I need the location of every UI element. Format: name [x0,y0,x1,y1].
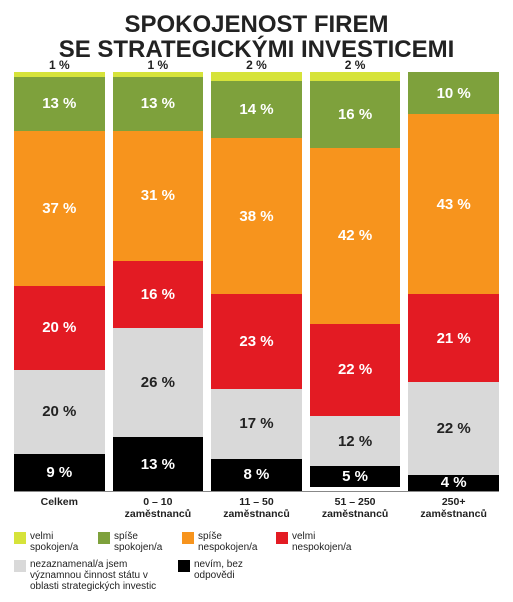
bar-column: 1 %13 %37 %20 %20 %9 % [14,72,105,491]
x-axis-label: 51 – 250zaměstnanců [310,496,401,520]
legend-label: nezaznamenal/a jsem významnou činnost st… [30,559,170,592]
bar-segment: 38 % [211,138,302,294]
legend-swatch [98,532,110,544]
legend-swatch [182,532,194,544]
bar-segment-label: 14 % [239,101,273,118]
bar-segment-label: 13 % [141,456,175,473]
legend-label: nevím, bez odpovědi [194,559,254,581]
bar-segment-label: 9 % [46,464,72,481]
bar-segment-label: 12 % [338,433,372,450]
bar-segment-label: 20 % [42,403,76,420]
legend-swatch [276,532,288,544]
bar-segment: 12 % [310,416,401,466]
bar-segment-label: 21 % [437,330,471,347]
bar-segment: 2 % [310,72,401,80]
bar-segment: 14 % [211,81,302,139]
bar-segment: 4 % [408,475,499,492]
bar-segment: 21 % [408,294,499,382]
bar-segment: 8 % [211,459,302,492]
bar-segment: 13 % [113,437,204,491]
bar-segment-label: 16 % [141,286,175,303]
bar-segment-label: 8 % [244,466,270,483]
bar-segment-label: 26 % [141,374,175,391]
bar-segment-label: 23 % [239,333,273,350]
bar-segment-label: 2 % [345,58,366,72]
bar-segment-label: 10 % [437,85,471,102]
bar-segment-label: 22 % [338,361,372,378]
bar-segment: 20 % [14,286,105,370]
bar-segment-label: 4 % [441,474,467,491]
bar-segment: 20 % [14,370,105,454]
bar-segment-label: 20 % [42,319,76,336]
bar-column: 2 % 14 % 38 % 23 % 17 % 8 % [211,72,302,491]
bar-segment: 22 % [408,382,499,474]
bar-segment-label: 1 % [148,58,169,72]
legend-label: velmi nespokojen/a [292,531,362,553]
legend-label: velmi spokojen/a [30,531,90,553]
bar-segment: 17 % [211,389,302,459]
chart-title: SPOKOJENOST FIREM SE STRATEGICKÝMI INVES… [14,12,499,62]
legend-item: nezaznamenal/a jsem významnou činnost st… [14,559,178,592]
bar-segment: 10 % [408,72,499,114]
legend-item: velmi nespokojen/a [276,531,370,553]
x-axis-label: 11 – 50zaměstnanců [211,496,302,520]
bar-segment-label: 43 % [437,196,471,213]
bar-segment: 5 % [310,466,401,487]
bar-column: 1 %13 %31 %16 %26 %13 % [113,72,204,491]
x-axis-label: Celkem [14,496,105,520]
bar-segment-label: 31 % [141,187,175,204]
bar-segment: 9 % [14,454,105,492]
legend-label: spíše nespokojen/a [198,531,268,553]
legend-swatch [14,560,26,572]
bar-segment: 37 % [14,131,105,286]
legend-item: velmi spokojen/a [14,531,98,553]
bar-segment-label: 22 % [437,420,471,437]
bar-segment-label: 5 % [342,468,368,485]
bar-segment-label: 42 % [338,227,372,244]
bar-segment-label: 37 % [42,200,76,217]
x-axis-label: 0 – 10zaměstnanců [113,496,204,520]
legend-item: spíše spokojen/a [98,531,182,553]
bar-segment-label: 2 % [246,58,267,72]
bar-segment: 26 % [113,328,204,437]
bar-column: 2 % 16 % 42 % 22 % 12 % 5 % [310,72,401,491]
bar-segment-label: 1 % [49,58,70,72]
legend-item: spíše nespokojen/a [182,531,276,553]
x-axis-label: 250+zaměstnanců [408,496,499,520]
bar-segment: 2 % [211,72,302,80]
bar-segment: 22 % [310,324,401,416]
bar-segment-label: 16 % [338,106,372,123]
bar-segment-label: 38 % [239,208,273,225]
legend-label: spíše spokojen/a [114,531,174,553]
bar-segment-label: 13 % [141,95,175,112]
bar-segment-label: 13 % [42,95,76,112]
stacked-bar-chart: 1 %13 %37 %20 %20 %9 %1 %13 %31 %16 %26 … [14,72,499,492]
bar-segment: 16 % [310,81,401,148]
bar-segment: 42 % [310,148,401,324]
bar-segment: 13 % [14,77,105,131]
bar-column: 10 % 43 % 21 % 22 % 4 % [408,72,499,491]
legend-swatch [178,560,190,572]
bar-segment-label: 17 % [239,415,273,432]
legend-item: nevím, bez odpovědi [178,559,262,592]
bar-segment: 23 % [211,294,302,388]
x-axis-labels: Celkem 0 – 10zaměstnanců 11 – 50zaměstnanc… [14,496,499,520]
bar-segment: 43 % [408,114,499,294]
bar-segment: 31 % [113,131,204,261]
legend: velmi spokojen/a spíše spokojen/a spíše ne… [14,531,499,592]
bar-segment: 13 % [113,77,204,131]
bar-segment: 16 % [113,261,204,328]
legend-swatch [14,532,26,544]
title-line-1: SPOKOJENOST FIREM [14,12,499,37]
